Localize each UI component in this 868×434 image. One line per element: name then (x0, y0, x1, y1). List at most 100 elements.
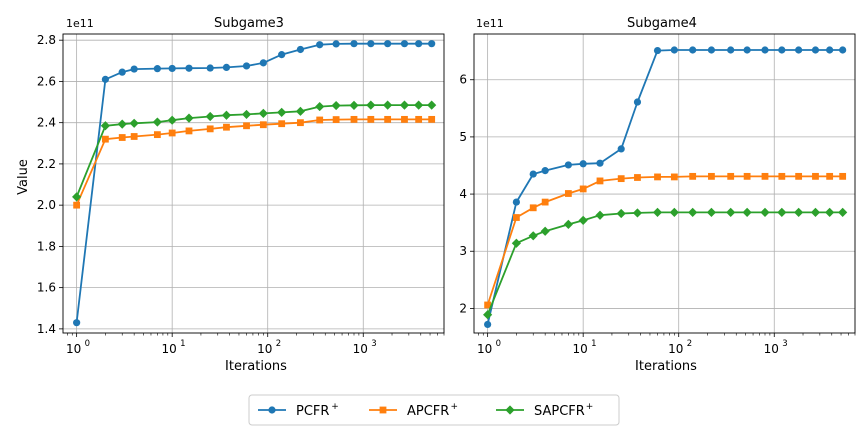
data-point (259, 59, 267, 67)
legend-label: APCFR (407, 404, 449, 419)
data-point (727, 46, 735, 54)
data-point (529, 204, 537, 212)
data-point (652, 207, 663, 217)
y-tick-label: 1.8 (37, 239, 56, 253)
data-point (761, 172, 769, 180)
y-tick-label: 1.6 (37, 281, 56, 295)
legend-entry-pcfr-plus: PCFR + (258, 402, 339, 419)
axes-frame (473, 33, 856, 334)
data-point (617, 175, 625, 183)
data-point (185, 64, 193, 72)
data-point (596, 159, 604, 167)
data-point (688, 207, 698, 217)
data-point (689, 172, 697, 180)
data-point (73, 201, 81, 209)
y-tick-label: 2.2 (37, 157, 56, 171)
data-point (727, 172, 735, 180)
series-apcfr-plus (73, 115, 436, 209)
data-point (206, 64, 214, 72)
data-point (579, 160, 587, 168)
data-point (541, 167, 549, 175)
data-point (316, 41, 324, 49)
data-point (316, 116, 324, 124)
y-tick-label: 6 (459, 73, 467, 87)
y-multiplier-label: 1e11 (66, 17, 94, 30)
data-point (564, 190, 572, 197)
data-point (400, 40, 409, 48)
x-tick-label-exponent: 2 (687, 339, 692, 349)
data-point (152, 117, 162, 127)
data-point (669, 207, 679, 217)
data-point (278, 120, 286, 128)
data-point (384, 115, 392, 123)
data-point (205, 111, 215, 122)
data-point (259, 121, 267, 129)
y-axis-label: Value (16, 159, 31, 195)
data-point (221, 110, 232, 120)
data-point (540, 226, 550, 236)
y-tick-label: 5 (459, 130, 467, 144)
data-point (384, 40, 392, 48)
x-tick-label: 10 (573, 342, 588, 356)
data-point (101, 135, 109, 143)
data-point (839, 172, 847, 180)
x-tick-label-exponent: 1 (591, 339, 596, 349)
data-point (415, 115, 423, 123)
data-point (511, 238, 521, 248)
data-point (185, 127, 193, 135)
y-tick-label: 3 (459, 244, 467, 258)
data-point (129, 118, 139, 128)
data-point (653, 46, 662, 55)
data-point (726, 207, 736, 217)
data-point (415, 40, 423, 48)
subplot-subgame3: Subgame3 1e11 Value Iterations 10 0 10 1 10 2… (16, 16, 445, 374)
y-tick-label: 2.8 (37, 33, 56, 47)
y-tick-label: 2 (459, 301, 467, 315)
data-point (812, 172, 819, 180)
data-point (167, 115, 177, 125)
legend-label: SAPCFR (534, 404, 585, 419)
y-tick-label: 2.4 (37, 116, 56, 130)
data-point (825, 207, 835, 217)
data-point (541, 198, 549, 206)
data-point (153, 65, 161, 73)
data-point (795, 172, 803, 180)
legend-label-superscript: + (451, 402, 459, 412)
data-point (117, 119, 127, 129)
data-point (743, 46, 751, 54)
data-point (778, 172, 786, 180)
data-point (839, 46, 847, 54)
data-point (241, 109, 252, 120)
data-point (72, 192, 82, 202)
data-point (101, 75, 109, 83)
legend-label-superscript: + (331, 402, 339, 412)
data-point (564, 161, 572, 169)
data-point (206, 125, 214, 133)
data-point (670, 46, 678, 54)
data-point (795, 46, 803, 54)
subplot-title: Subgame3 (214, 16, 284, 31)
data-point (130, 65, 138, 73)
data-point (118, 134, 126, 141)
legend-marker (268, 406, 276, 414)
x-tick-label-exponent: 0 (496, 339, 501, 349)
data-point (295, 106, 306, 116)
data-point (760, 207, 770, 217)
data-point (743, 172, 751, 180)
legend-marker (505, 405, 515, 415)
series-apcfr-plus (484, 172, 847, 309)
data-point (315, 101, 325, 112)
legend-entry-sapcfr-plus: SAPCFR + (496, 402, 593, 419)
data-point (277, 107, 287, 117)
legend: PCFR + APCFR + SAPCFR + (248, 394, 620, 426)
data-point (383, 100, 393, 110)
x-tick-label-exponent: 3 (371, 339, 376, 349)
legend-label-superscript: + (586, 402, 594, 412)
data-point (331, 100, 341, 111)
data-point (595, 210, 605, 220)
data-point (708, 172, 715, 180)
y-multiplier-label: 1e11 (476, 17, 504, 30)
data-point (73, 319, 81, 327)
data-point (777, 207, 787, 217)
